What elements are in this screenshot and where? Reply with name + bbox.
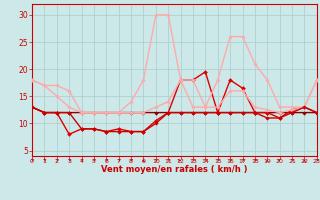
X-axis label: Vent moyen/en rafales ( km/h ): Vent moyen/en rafales ( km/h ) (101, 165, 248, 174)
